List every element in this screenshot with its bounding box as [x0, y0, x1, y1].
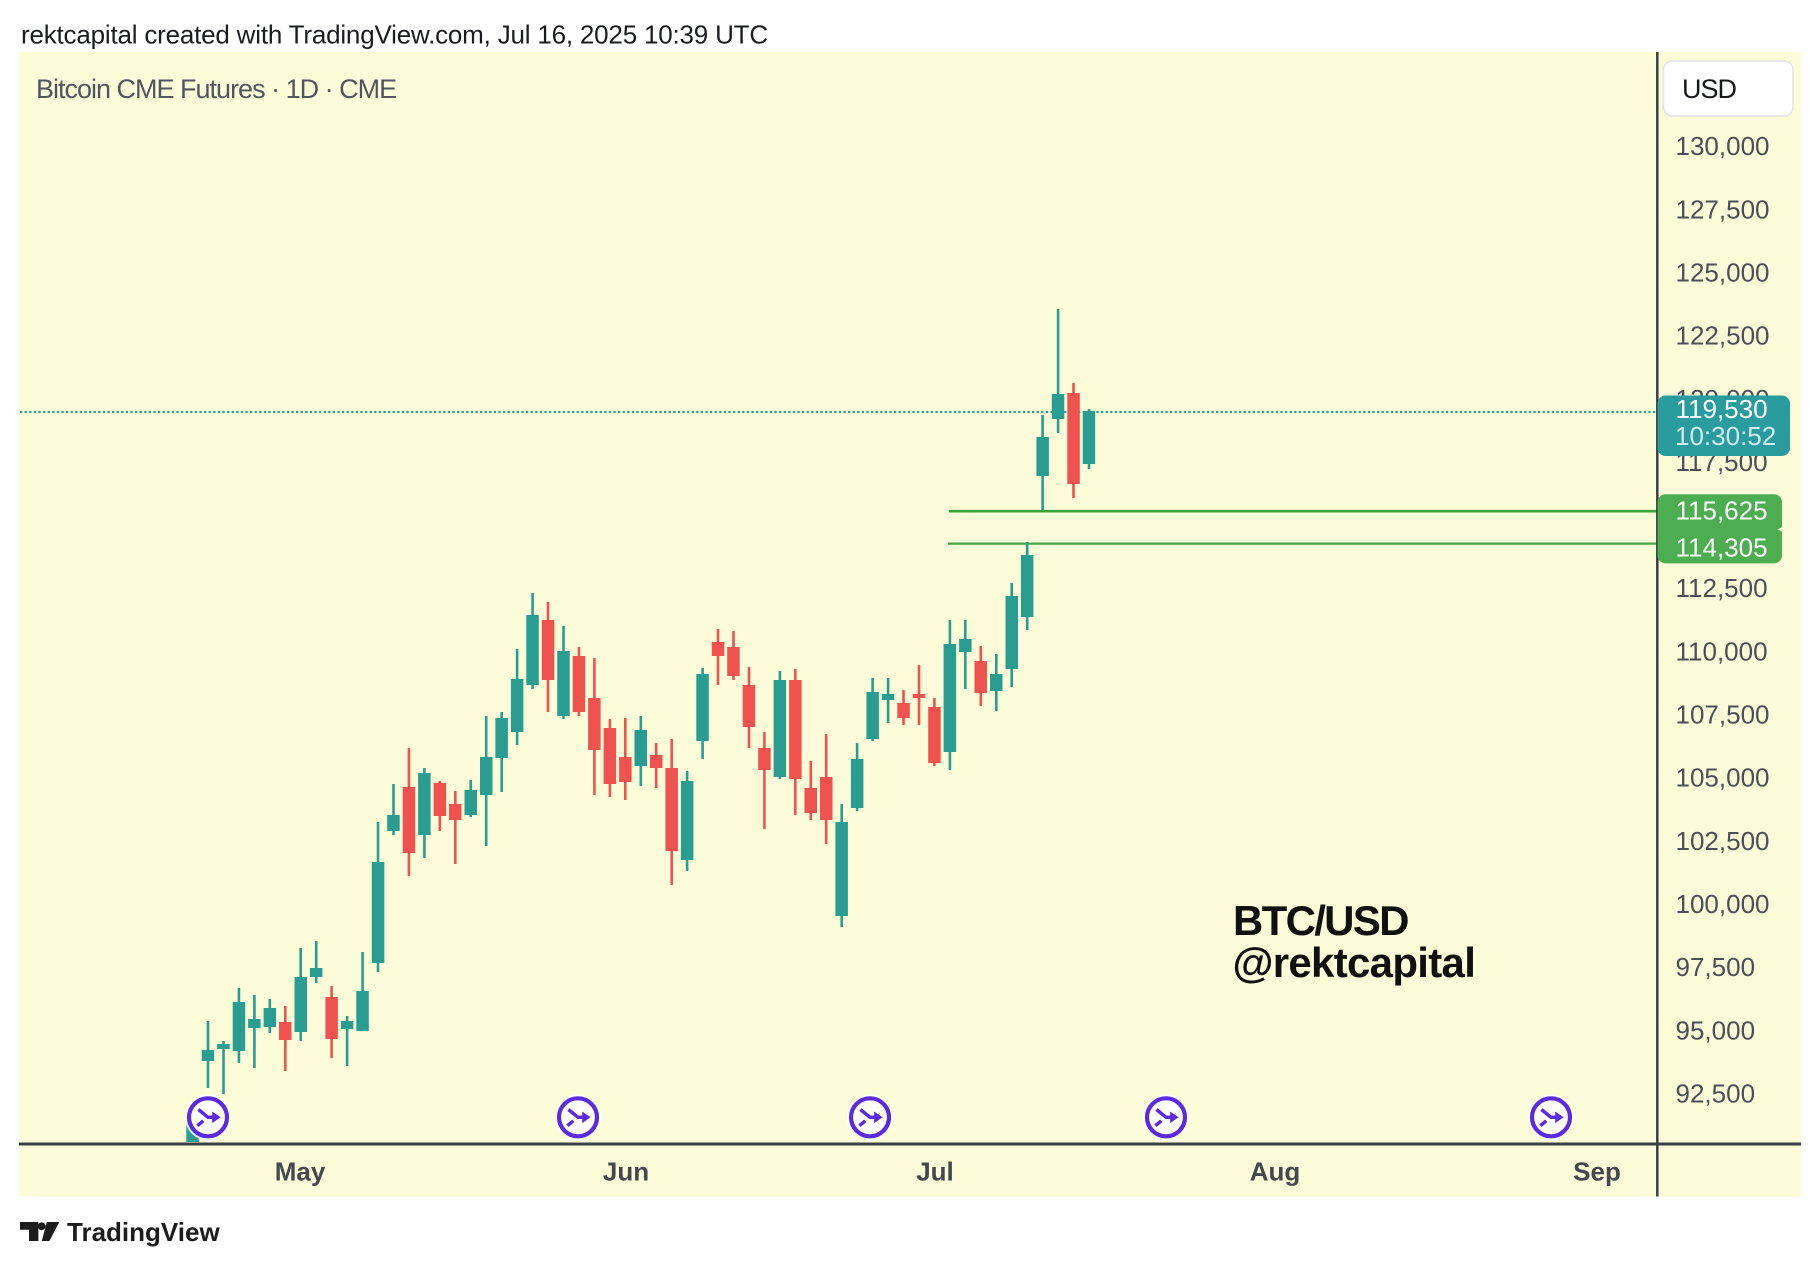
- svg-text:USD: USD: [1682, 74, 1737, 104]
- svg-text:TradingView: TradingView: [67, 1217, 220, 1247]
- svg-text:10:30:52: 10:30:52: [1675, 421, 1776, 451]
- svg-text:97,500: 97,500: [1676, 952, 1756, 982]
- svg-text:Aug: Aug: [1250, 1157, 1301, 1187]
- svg-text:Bitcoin CME Futures · 1D · CME: Bitcoin CME Futures · 1D · CME: [36, 74, 396, 104]
- svg-text:Jul: Jul: [916, 1157, 954, 1187]
- svg-text:@rektcapital: @rektcapital: [1233, 939, 1476, 986]
- svg-text:Sep: Sep: [1573, 1157, 1621, 1187]
- svg-text:130,000: 130,000: [1676, 131, 1770, 161]
- svg-text:May: May: [275, 1157, 326, 1187]
- svg-text:107,500: 107,500: [1676, 700, 1770, 730]
- svg-text:Jun: Jun: [603, 1157, 649, 1187]
- svg-text:105,000: 105,000: [1676, 763, 1770, 793]
- svg-text:rektcapital created with Tradi: rektcapital created with TradingView.com…: [21, 20, 768, 50]
- svg-text:110,000: 110,000: [1676, 636, 1768, 666]
- svg-text:122,500: 122,500: [1676, 321, 1770, 351]
- svg-text:102,500: 102,500: [1676, 826, 1770, 856]
- svg-text:114,305: 114,305: [1676, 533, 1768, 563]
- svg-text:119,530: 119,530: [1676, 394, 1768, 424]
- svg-text:95,000: 95,000: [1676, 1015, 1756, 1045]
- svg-text:127,500: 127,500: [1676, 194, 1770, 224]
- svg-text:115,625: 115,625: [1676, 496, 1768, 526]
- svg-text:92,500: 92,500: [1676, 1078, 1756, 1108]
- svg-text:112,500: 112,500: [1676, 573, 1768, 603]
- svg-text:125,000: 125,000: [1676, 258, 1770, 288]
- svg-text:100,000: 100,000: [1676, 889, 1770, 919]
- svg-text:BTC/USD: BTC/USD: [1233, 897, 1408, 944]
